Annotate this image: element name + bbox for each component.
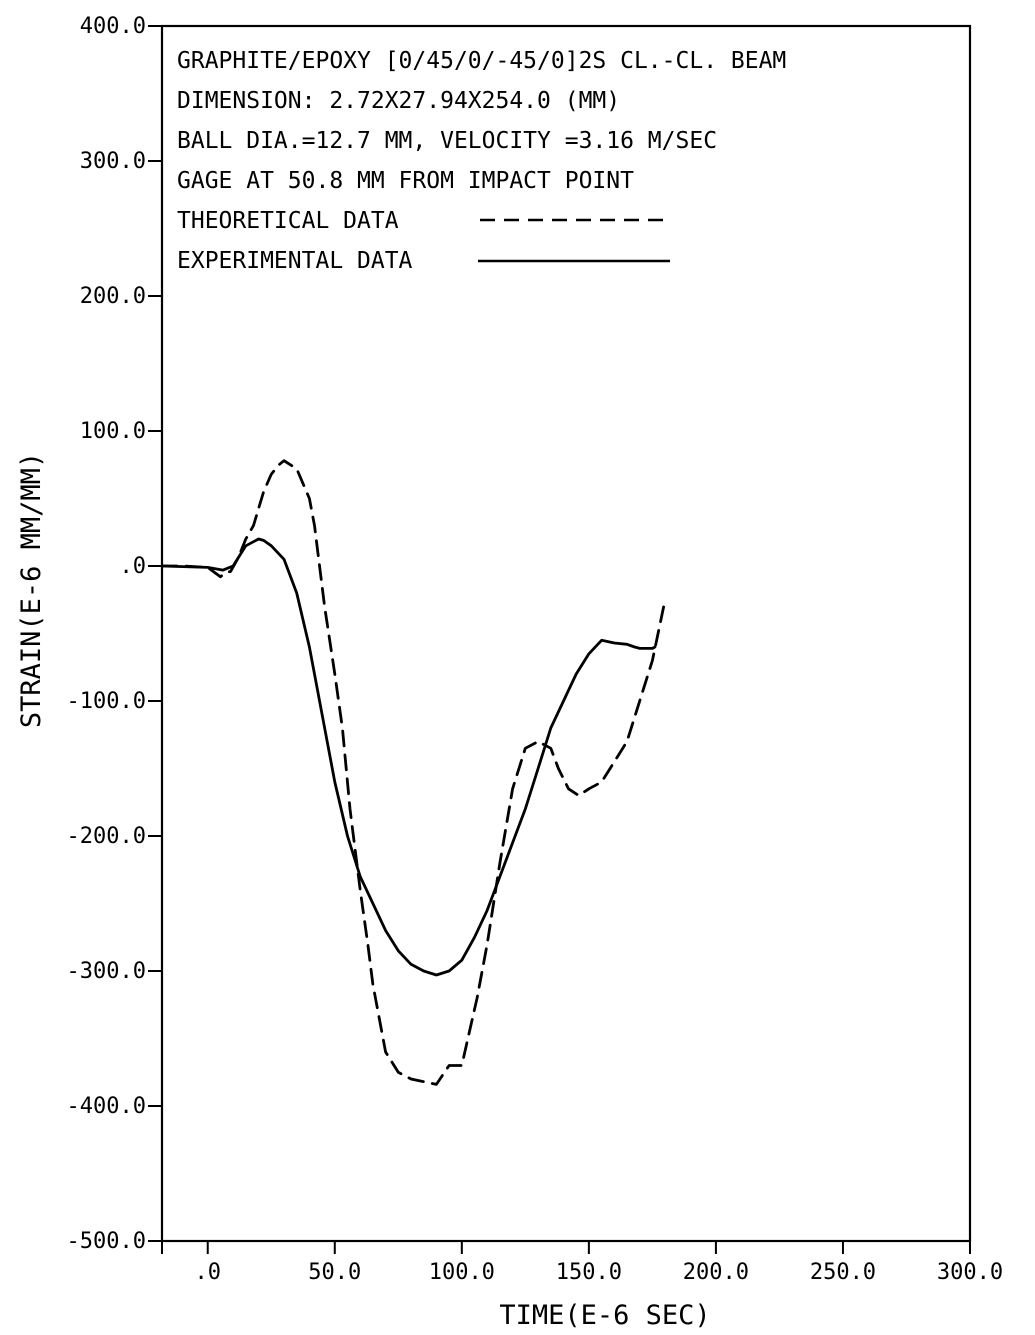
x-tick-label-250-0: 250.0 xyxy=(810,1260,876,1285)
x-axis-title: TIME(E-6 SEC) xyxy=(499,1300,710,1331)
y-tick-label-400-0: 400.0 xyxy=(80,14,146,39)
y-axis-ticks: 400.0 300.0 200.0 100.0 .0 -100.0 -200.0 -300.0… xyxy=(67,14,162,1254)
annotation-line-4: GAGE AT 50.8 MM FROM IMPACT POINT xyxy=(177,168,634,194)
y-tick-label-300-0: 300.0 xyxy=(80,149,146,174)
y-tick-label-500-0: -500.0 xyxy=(67,1229,146,1254)
x-tick-label-150-0: 150.0 xyxy=(556,1260,622,1285)
annotation-line-3: BALL DIA.=12.7 MM, VELOCITY =3.16 M/SEC xyxy=(177,128,717,154)
x-tick-label-200-0: 200.0 xyxy=(683,1260,749,1285)
series-layer xyxy=(160,459,667,1086)
legend-label-theoretical: THEORETICAL DATA xyxy=(177,208,399,234)
y-tick-label-100-0: 100.0 xyxy=(80,419,146,444)
annotation-line-2: DIMENSION: 2.72X27.94X254.0 (MM) xyxy=(177,88,620,114)
y-tick-label-400-0: -400.0 xyxy=(67,1094,146,1119)
x-tick-label-100-0: 100.0 xyxy=(429,1260,495,1285)
legend-label-experimental: EXPERIMENTAL DATA xyxy=(177,248,413,274)
x-tick-label-300-0: 300.0 xyxy=(937,1260,1003,1285)
x-tick-label-50-0: 50.0 xyxy=(308,1260,361,1285)
y-tick-label-200-0: 200.0 xyxy=(80,284,146,309)
y-tick-label-100-0: -100.0 xyxy=(67,689,146,714)
annotation-line-1: GRAPHITE/EPOXY [0/45/0/-45/0]2S CL.-CL. … xyxy=(177,48,786,74)
series-line-experimental-data xyxy=(160,537,657,977)
y-axis-title: STRAIN(E-6 MM/MM) xyxy=(16,452,47,728)
y-tick-label-200-0: -200.0 xyxy=(67,824,146,849)
legend: THEORETICAL DATA EXPERIMENTAL DATA xyxy=(177,208,672,274)
series-line-theoretical-data xyxy=(160,459,667,1086)
x-axis-ticks: .0 50.0 100.0 150.0 200.0 250.0 300.0 xyxy=(161,1241,1003,1285)
x-tick-label-0: .0 xyxy=(194,1260,221,1285)
y-tick-label-300-0: -300.0 xyxy=(67,959,146,984)
y-tick-label-0: .0 xyxy=(120,554,147,579)
plot-frame xyxy=(160,24,972,1243)
